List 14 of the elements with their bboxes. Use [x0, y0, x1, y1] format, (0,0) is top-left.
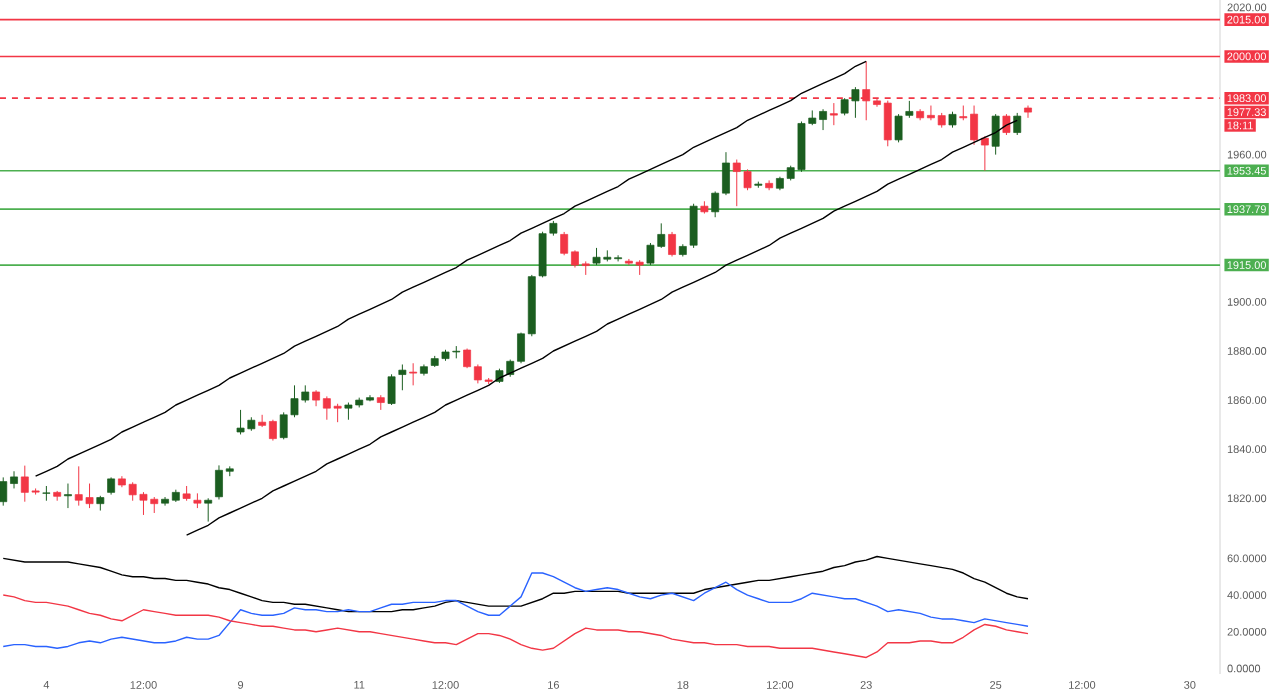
candlestick [829, 102, 838, 126]
candlestick [1013, 112, 1022, 136]
candlestick [991, 113, 1000, 156]
candlestick [398, 364, 407, 391]
candlestick [204, 497, 213, 523]
candlestick [1024, 105, 1032, 119]
candlestick [980, 135, 989, 172]
candlestick [1002, 113, 1011, 136]
candlestick [409, 362, 418, 386]
candlestick [64, 483, 72, 509]
candlestick [387, 373, 396, 406]
candlestick [689, 203, 698, 249]
candlestick [765, 179, 774, 191]
candlestick [668, 231, 676, 257]
